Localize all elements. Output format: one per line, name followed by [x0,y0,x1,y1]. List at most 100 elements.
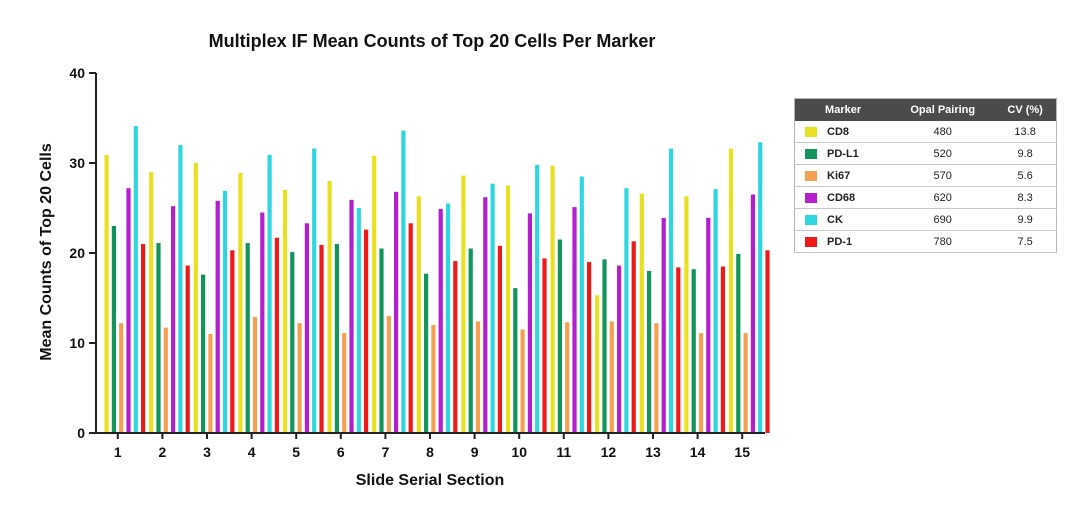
bar-pd-1-6 [364,229,369,433]
y-tick-label: 40 [69,65,85,81]
bar-cd8-2 [149,172,154,433]
bar-ck-6 [356,208,361,433]
legend-cv-cell: 9.8 [994,142,1057,165]
bar-pd-l1-3 [201,274,206,433]
bar-pd-1-15 [765,250,770,433]
bar-cd68-9 [483,197,488,433]
bar-cd68-10 [527,213,532,433]
bar-cd8-3 [193,163,198,433]
x-tick-label: 6 [337,444,345,460]
bar-cd68-2 [171,206,176,433]
legend-cv-cell: 13.8 [994,121,1057,143]
legend-marker-cell: CD8 [794,121,892,143]
legend-marker-name: PD-L1 [827,147,859,160]
bar-ki67-10 [520,329,525,433]
legend-marker-name: CD8 [827,125,850,138]
x-tick-label: 14 [690,444,706,460]
bar-cd8-1 [104,154,109,433]
legend-row: PD-1 780 7.5 [794,230,1057,253]
legend-opal-cell: 620 [891,186,995,209]
bar-ck-7 [401,130,406,433]
bar-cd8-9 [461,175,466,433]
legend-opal-cell: 570 [891,164,995,187]
bar-cd68-1 [126,188,131,433]
legend-marker-cell: PD-L1 [794,142,892,165]
bar-ck-15 [758,142,763,434]
bar-pd-1-9 [497,245,502,433]
bar-pd-1-2 [185,265,190,433]
bar-ki67-15 [743,333,748,433]
legend-swatch [805,214,817,225]
legend-header-row: Marker Opal Pairing CV (%) [794,98,1057,121]
legend-row: Ki67 570 5.6 [794,164,1057,187]
bar-pd-1-4 [274,237,279,433]
legend-cv-cell: 9.9 [994,208,1057,231]
bar-ck-4 [267,154,272,433]
x-tick-label: 4 [248,444,256,460]
legend-marker-cell: CD68 [794,186,892,209]
bar-cd68-12 [617,265,622,433]
legend-opal-cell: 480 [891,121,995,143]
bar-pd-l1-6 [334,244,339,433]
bar-cd68-11 [572,207,577,433]
legend-swatch [805,126,817,137]
legend-header-marker: Marker [794,98,892,121]
legend-swatch [805,148,817,159]
bar-pd-l1-8 [424,273,429,433]
x-tick-label: 5 [292,444,300,460]
legend-marker-name: PD-1 [827,235,853,248]
bar-pd-1-5 [319,244,324,433]
legend-opal-cell: 520 [891,142,995,165]
legend-marker-name: Ki67 [827,169,851,182]
x-tick-label: 2 [159,444,167,460]
bar-pd-l1-11 [557,239,562,433]
bar-cd8-6 [327,181,332,433]
bar-cd68-5 [304,223,309,433]
y-tick-label: 0 [77,425,85,441]
bar-pd-1-10 [542,258,547,433]
x-tick-label: 1 [114,444,122,460]
bar-ki67-12 [609,321,614,433]
bar-cd8-10 [505,185,511,433]
bar-cd68-6 [349,199,354,433]
x-tick-label: 15 [734,444,750,460]
bar-ck-11 [579,176,584,433]
bar-ck-2 [178,145,183,433]
bar-ck-10 [535,164,540,434]
bar-pd-1-3 [230,250,235,433]
x-tick-label: 3 [203,444,211,460]
bar-cd8-4 [238,172,243,433]
chart-title: Multiplex IF Mean Counts of Top 20 Cells… [209,31,656,51]
x-tick-label: 9 [471,444,479,460]
bar-ck-13 [668,148,674,433]
bar-cd8-13 [639,193,644,433]
bar-cd8-7 [372,155,377,434]
bar-cd8-11 [550,165,555,433]
bar-pd-l1-10 [513,288,518,433]
x-tick-label: 8 [426,444,434,460]
bar-pd-1-7 [408,223,413,433]
bar-cd68-15 [750,194,755,433]
y-tick-label: 30 [69,155,85,171]
bar-cd8-5 [282,190,288,433]
bar-cd68-8 [438,208,443,433]
x-axis-title: Slide Serial Section [356,472,505,489]
legend-opal-cell: 780 [891,230,995,253]
bar-ck-3 [222,190,228,433]
legend-swatch [805,170,817,181]
bar-ki67-2 [163,327,168,433]
legend-opal-cell: 690 [891,208,995,231]
legend-cv-cell: 8.3 [994,186,1057,209]
bar-ki67-3 [208,334,213,433]
bar-pd-1-1 [141,244,146,433]
bar-ki67-6 [342,333,347,433]
bar-ck-1 [133,126,138,433]
bar-ki67-11 [565,322,570,433]
legend-header-opal: Opal Pairing [891,98,995,121]
bar-ki67-9 [475,321,481,433]
bar-cd8-12 [595,295,600,433]
legend-cv-cell: 5.6 [994,164,1057,187]
bar-pd-1-11 [587,262,592,433]
bar-ki67-8 [431,325,436,433]
